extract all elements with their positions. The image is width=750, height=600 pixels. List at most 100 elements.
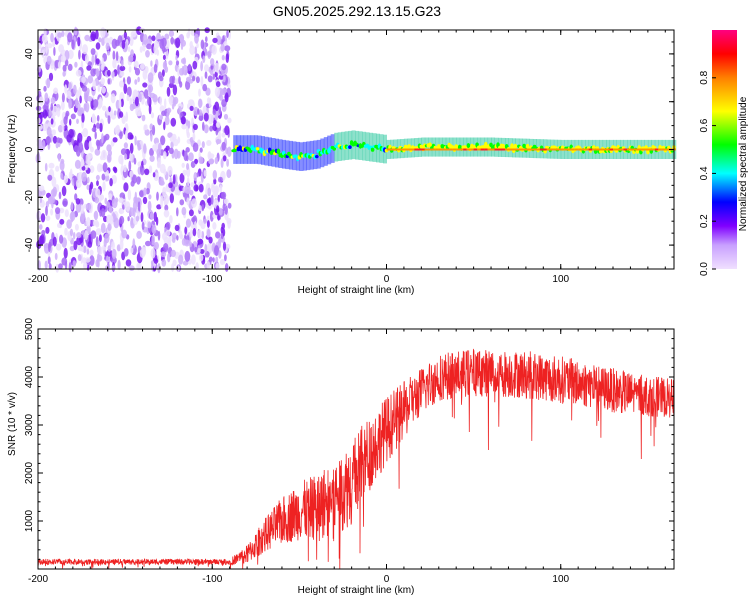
spectrogram-noise-cell (90, 31, 97, 41)
spectrogram-noise-cell (177, 66, 181, 77)
spectrogram-noise-cell (213, 186, 219, 197)
colorbar-tick-label: 0.0 (699, 262, 710, 276)
spectrogram-peak-cell (487, 148, 492, 151)
spectrogram-noise-cell (87, 75, 94, 84)
spectrogram-noise-cell (69, 168, 73, 178)
spectrogram-noise-cell (100, 27, 106, 38)
spectrogram-noise-cell (178, 230, 183, 239)
spectrogram-noise-cell (161, 69, 165, 77)
spectrogram-noise-cell (78, 49, 81, 60)
spectrogram-noise-cell (111, 265, 116, 271)
spectrogram-noise-cell (219, 95, 224, 101)
spectrogram-noise-cell (162, 232, 167, 241)
spectrogram-x-label: Height of straight line (km) (298, 285, 415, 296)
spectrogram-peak-cell (665, 148, 669, 151)
spectrogram-noise-cell (121, 115, 126, 125)
spectrogram-y-tick-label: 40 (24, 48, 35, 60)
spectrogram-peak-cell (424, 148, 429, 151)
spectrogram-noise-cell (187, 28, 191, 37)
spectrogram-noise-cell (195, 185, 199, 192)
spectrogram-noise-cell (221, 191, 227, 200)
spectrogram-noise-cell (52, 135, 58, 144)
spectrogram-peak-cell (501, 148, 506, 151)
spectrogram-noise-cell (87, 176, 90, 184)
spectrogram-peak-cell (627, 148, 631, 151)
spectrogram-noise-cell (212, 257, 215, 263)
spectrogram-noise-cell (78, 86, 82, 98)
spectrogram-noise-cell (66, 90, 72, 99)
spectrogram-noise-cell (221, 88, 227, 96)
spectrogram-noise-cell (147, 95, 150, 106)
spectrogram-noise-cell (71, 39, 75, 50)
spectrogram-peak-cell (557, 148, 561, 151)
spectrogram-noise-cell (143, 89, 149, 99)
spectrogram-peak-cell (431, 148, 436, 151)
spectrogram-noise-cell (63, 247, 68, 259)
spectrogram-noise-cell (163, 121, 166, 131)
spectrogram-noise-cell (55, 165, 60, 172)
spectrogram-peak-cell (581, 148, 586, 151)
spectrogram-noise-cell (208, 153, 215, 159)
spectrogram-noise-cell (169, 193, 174, 204)
spectrogram-noise-cell (74, 223, 79, 231)
spectrogram-noise-cell (194, 158, 199, 164)
spectrogram-noise-cell (194, 33, 199, 44)
spectrogram-noise-cell (51, 129, 56, 136)
spectrogram-noise-cell (75, 97, 79, 109)
spectrogram-noise-cell (62, 71, 66, 77)
spectrogram-noise-cell (221, 132, 226, 138)
spectrogram-noise-cell (227, 220, 231, 229)
spectrogram-noise-cell (221, 141, 226, 151)
spectrogram-noise-cell (111, 241, 115, 250)
spectrogram-noise-cell (69, 118, 72, 126)
spectrogram-noise-cell (137, 201, 141, 212)
spectrogram-noise-cell (197, 248, 201, 254)
spectrogram-noise-cell (124, 153, 128, 161)
spectrogram-noise-cell (68, 262, 72, 273)
spectrogram-noise-cell (97, 246, 103, 256)
spectrogram-noise-cell (197, 108, 200, 115)
spectrogram-noise-cell (214, 86, 220, 98)
spectrogram-noise-cell (95, 174, 100, 181)
spectrogram-noise-cell (112, 137, 118, 143)
spectrogram-noise-cell (198, 156, 204, 164)
spectrogram-peak-cell (567, 148, 572, 151)
spectrogram-noise-cell (52, 236, 57, 247)
spectrogram-noise-cell (224, 125, 230, 136)
spectrogram-noise-cell (95, 42, 101, 50)
spectrogram-peak-cell (529, 148, 533, 151)
spectrogram-peak-cell (396, 148, 401, 151)
spectrogram-noise-cell (187, 63, 192, 72)
spectrogram-noise-cell (198, 183, 204, 193)
spectrogram-noise-cell (167, 253, 171, 263)
spectrogram-noise-cell (210, 58, 215, 66)
spectrogram-signal-cell (255, 147, 260, 151)
spectrogram-y-tick-label: -20 (24, 190, 35, 205)
spectrogram-noise-cell (86, 65, 92, 71)
spectrogram-noise-cell (96, 253, 100, 263)
spectrogram-noise-cell (129, 35, 134, 47)
spectrogram-noise-cell (203, 194, 208, 200)
spectrogram-noise-cell (142, 82, 148, 88)
spectrogram-noise-cell (198, 115, 204, 121)
spectrogram-noise-cell (149, 155, 155, 163)
spectrogram-noise-cell (87, 96, 93, 102)
spectrogram-y-tick-label: -40 (24, 237, 35, 252)
spectrogram-noise-cell (200, 39, 205, 50)
spectrogram-noise-cell (59, 234, 64, 244)
spectrogram-noise-cell (94, 148, 101, 156)
spectrogram-noise-cell (185, 218, 192, 228)
spectrogram-noise-cell (212, 222, 217, 230)
spectrogram-peak-cell (421, 148, 425, 151)
snr-y-tick-label: 5000 (24, 317, 35, 340)
spectrogram-noise-cell (117, 64, 120, 75)
spectrogram-noise-cell (192, 123, 198, 131)
spectrogram-noise-cell (96, 180, 99, 187)
spectrogram-signal-cell (466, 143, 471, 149)
spectrogram-noise-cell (45, 136, 52, 144)
spectrogram-noise-cell (77, 254, 82, 262)
spectrogram-noise-cell (208, 113, 214, 125)
spectrogram-noise-cell (48, 162, 55, 169)
spectrogram-noise-cell (181, 65, 185, 76)
spectrogram-noise-cell (50, 96, 56, 105)
